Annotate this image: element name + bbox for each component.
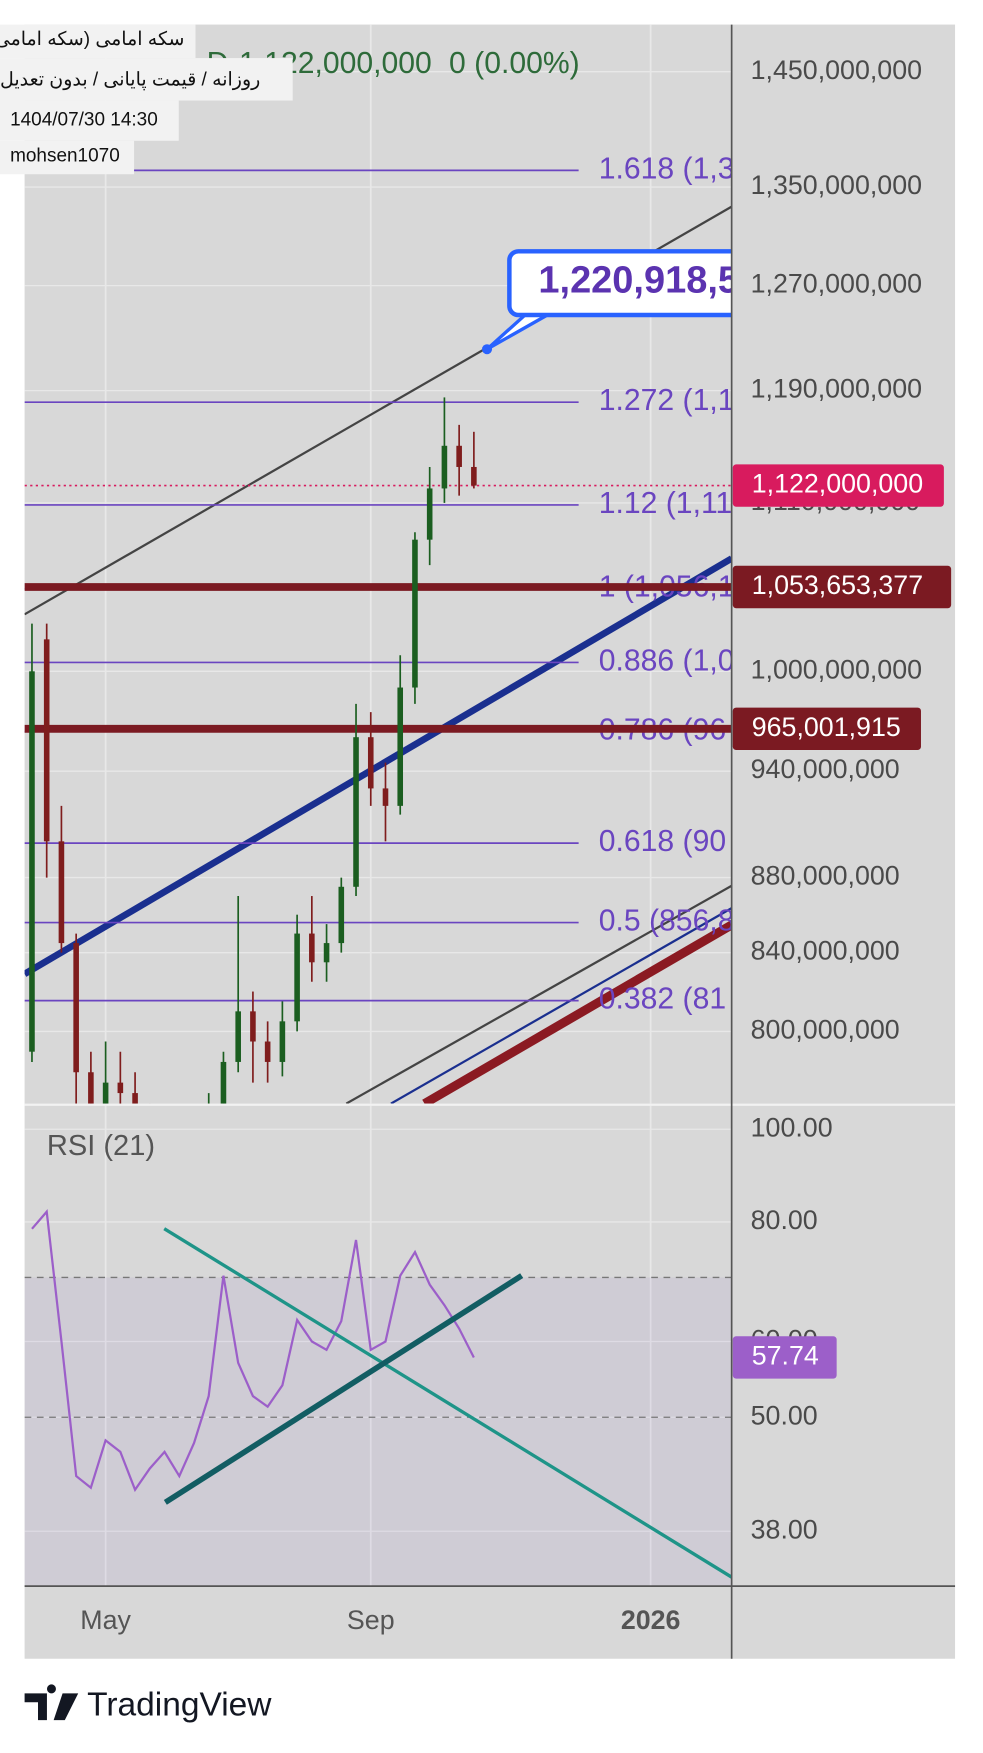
settings: روزانه / قیمت پایانی / بدون تعدیل — [0, 69, 260, 90]
symbol: سکه امامی (سکه امامی) — [0, 29, 184, 50]
price-badge-label: 57.74 — [752, 1341, 819, 1371]
trend-line — [24, 555, 732, 977]
price-badge — [732, 707, 921, 751]
candle-body — [250, 1011, 256, 1042]
header-box — [0, 58, 293, 101]
candle-body — [367, 737, 374, 789]
header-change: 0 (0.00%) — [449, 47, 580, 80]
fib-label: 0.382 (81 — [599, 983, 726, 1016]
header: D 1,122,000,000 0 (0.00%) سکه امامی (سکه… — [0, 24, 580, 175]
fib-label: 0.5 (856,8 — [599, 905, 735, 938]
price-badge — [732, 1336, 837, 1379]
candle-body — [397, 687, 404, 806]
candle-body — [471, 466, 477, 486]
header-box — [0, 100, 179, 141]
y-tick-label: 1,450,000,000 — [751, 55, 922, 85]
x-tick-label: Sep — [347, 1605, 395, 1635]
header-box — [0, 24, 196, 59]
header-box — [0, 140, 135, 175]
candle-body — [323, 943, 330, 963]
logo — [24, 1684, 79, 1721]
grid — [24, 24, 732, 1104]
price-badge-label: 1,053,653,377 — [752, 570, 923, 600]
candle-body — [412, 539, 418, 688]
candle-body — [294, 933, 300, 1022]
chart-background — [24, 24, 956, 1659]
x-tick-label: May — [80, 1605, 131, 1635]
candle-body — [264, 1041, 271, 1062]
grid — [24, 1105, 732, 1587]
candle-body — [58, 841, 65, 944]
brand: TradingView — [87, 1687, 272, 1724]
trend-line — [390, 907, 732, 1104]
rsi-band — [24, 1277, 732, 1587]
fib-label: 1.272 (1,1 — [599, 384, 735, 417]
y-tick-label: 80.00 — [751, 1205, 818, 1235]
rsi-data — [31, 1209, 475, 1493]
candle-body — [456, 445, 462, 467]
candle-body — [102, 1082, 109, 1104]
candle-body — [338, 886, 345, 944]
rsi-title: RSI (21) — [47, 1130, 155, 1162]
author: mohsen1070 — [10, 145, 120, 166]
candle-body — [441, 445, 448, 489]
y-tick-label: 1,190,000,000 — [751, 374, 922, 404]
y-tick-label: 840,000,000 — [751, 936, 900, 966]
price-data: 1.618 (1,31.272 (1,11.12 (1,111 (1,056,1… — [24, 152, 739, 1104]
candle-body — [309, 933, 315, 963]
y-tick-label: 100.00 — [751, 1112, 833, 1142]
axes: May Sep 2026 1,450,000,000 1,350,000,000 1,27… — [80, 55, 952, 1635]
y-tick-label: 38.00 — [751, 1514, 818, 1544]
y-tick-label: 1,270,000,000 — [751, 269, 922, 299]
y-tick-label: 1,350,000,000 — [751, 170, 922, 200]
candle-body — [132, 1093, 138, 1104]
fib-label: 0.886 (1,0 — [599, 644, 735, 677]
channel-line — [345, 884, 732, 1104]
trend-line — [422, 921, 732, 1104]
candle-body — [382, 788, 389, 806]
y-tick-label: 50.00 — [751, 1400, 818, 1430]
candle-body — [426, 488, 433, 540]
rsi-line — [31, 1209, 475, 1493]
rsi-trend-line — [163, 1273, 524, 1505]
candle-body — [29, 671, 35, 1052]
price-badge-label: 965,001,915 — [752, 712, 901, 742]
price-pane: 1.618 (1,31.272 (1,11.12 (1,111 (1,056,1… — [24, 24, 739, 1104]
callout-label: 1,220,918,5 — [538, 260, 739, 302]
candle-body — [117, 1082, 124, 1094]
callout-point — [482, 344, 493, 355]
candle-body — [353, 737, 359, 887]
rsi-pane — [24, 1105, 732, 1587]
y-tick-label: 880,000,000 — [751, 861, 900, 891]
price-badge — [732, 565, 952, 609]
datetime: 1404/07/30 14:30 — [10, 110, 158, 131]
footer: TradingView — [24, 1684, 272, 1724]
y-tick-label: 1,000,000,000 — [751, 654, 922, 684]
candle-body — [279, 1021, 286, 1062]
rsi-trend-line — [163, 1227, 732, 1579]
y-tick-label: 940,000,000 — [751, 754, 900, 784]
fib-label: 0.618 (90 — [599, 825, 726, 858]
candle-body — [220, 1061, 227, 1104]
fib-label: 1.618 (1,3 — [599, 152, 735, 185]
fib-label: 1.12 (1,11 — [599, 487, 733, 520]
price-badge — [732, 464, 944, 507]
price-badge-label: 1,122,000,000 — [752, 469, 923, 499]
candle-body — [73, 943, 79, 1073]
callout-box — [507, 249, 732, 318]
x-tick-label: 2026 — [621, 1605, 681, 1635]
candle-body — [88, 1072, 94, 1104]
y-tick-label: 800,000,000 — [751, 1014, 900, 1044]
candle-body — [43, 639, 50, 842]
candle-body — [235, 1011, 241, 1062]
